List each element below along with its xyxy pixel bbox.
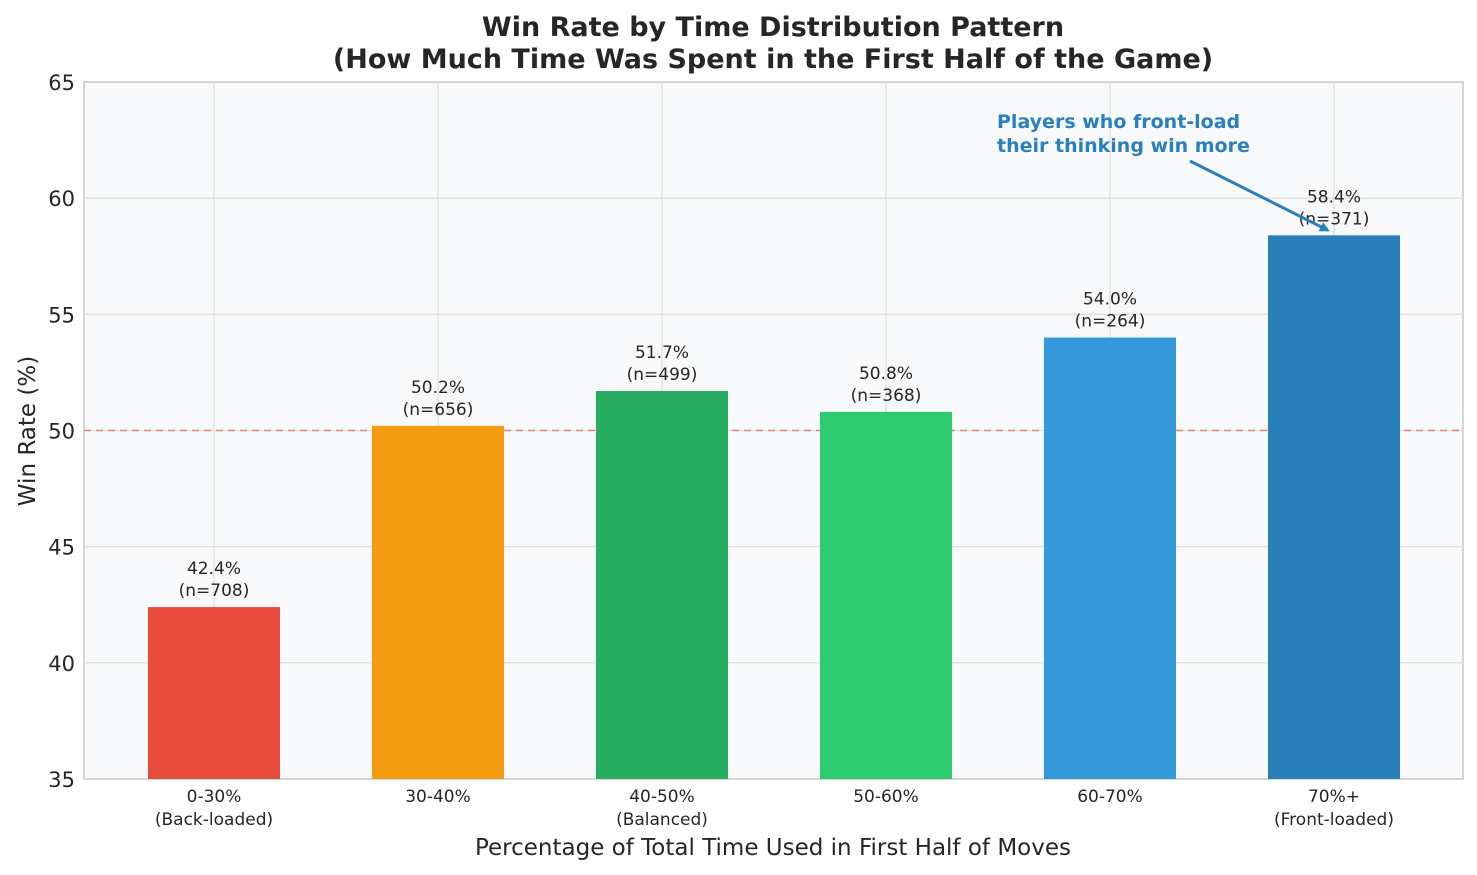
bar-value-label: 54.0% — [1083, 290, 1137, 310]
x-tick-label: 60-70% — [1077, 787, 1143, 807]
bar-value-label: 58.4% — [1307, 187, 1361, 207]
bar-value-label: 51.7% — [635, 343, 689, 363]
bar-count-label: (n=499) — [627, 365, 698, 385]
chart-subtitle: (How Much Time Was Spent in the First Ha… — [333, 44, 1213, 75]
chart-title: Win Rate by Time Distribution Pattern — [482, 12, 1064, 43]
x-tick-label: 50-60% — [853, 787, 919, 807]
annotation-arrow — [1189, 159, 1330, 232]
annotation-line-2: their thinking win more — [997, 135, 1250, 157]
x-tick-sublabel: (Balanced) — [616, 810, 708, 830]
bars — [148, 235, 1400, 780]
y-tick-label: 60 — [48, 187, 75, 211]
y-tick-label: 45 — [48, 536, 75, 560]
annotation-line-1: Players who front-load — [997, 111, 1240, 133]
y-tick-label: 35 — [48, 768, 75, 792]
bar — [372, 425, 504, 779]
x-tick-label: 40-50% — [629, 787, 695, 807]
bar — [596, 391, 728, 779]
bar-value-label: 50.2% — [411, 378, 465, 398]
x-tick-label: 30-40% — [405, 787, 471, 807]
y-tick-label: 65 — [48, 71, 75, 95]
bar — [148, 607, 280, 779]
bar-value-label: 50.8% — [859, 364, 913, 384]
y-tick-labels: 35 40 45 50 55 60 65 — [48, 71, 75, 792]
bar-value-label: 42.4% — [187, 559, 241, 579]
bar-count-label: (n=656) — [403, 400, 474, 420]
bar — [1044, 337, 1176, 779]
y-tick-label: 40 — [48, 652, 75, 676]
y-axis-label: Win Rate (%) — [15, 356, 41, 506]
x-tick-labels: 0-30% (Back-loaded) 30-40% 40-50% (Balanced)… — [155, 787, 1394, 830]
data-labels: 42.4%(n=708) 50.2%(n=656) 51.7%(n=499) 50.8… — [179, 187, 1370, 601]
y-tick-label: 50 — [48, 420, 75, 444]
x-axis-label: Percentage of Total Time Used in First H… — [475, 835, 1071, 861]
y-tick-label: 55 — [48, 303, 75, 327]
x-tick-sublabel: (Back-loaded) — [155, 810, 273, 830]
bar — [1268, 235, 1400, 780]
annotation: Players who front-load their thinking wi… — [997, 111, 1330, 232]
x-tick-label: 70%+ — [1308, 787, 1360, 807]
bar-count-label: (n=708) — [179, 581, 250, 601]
x-tick-label: 0-30% — [187, 787, 242, 807]
bar — [820, 411, 952, 779]
bar-count-label: (n=264) — [1075, 312, 1146, 332]
bar-count-label: (n=368) — [851, 386, 922, 406]
x-tick-sublabel: (Front-loaded) — [1274, 810, 1394, 830]
